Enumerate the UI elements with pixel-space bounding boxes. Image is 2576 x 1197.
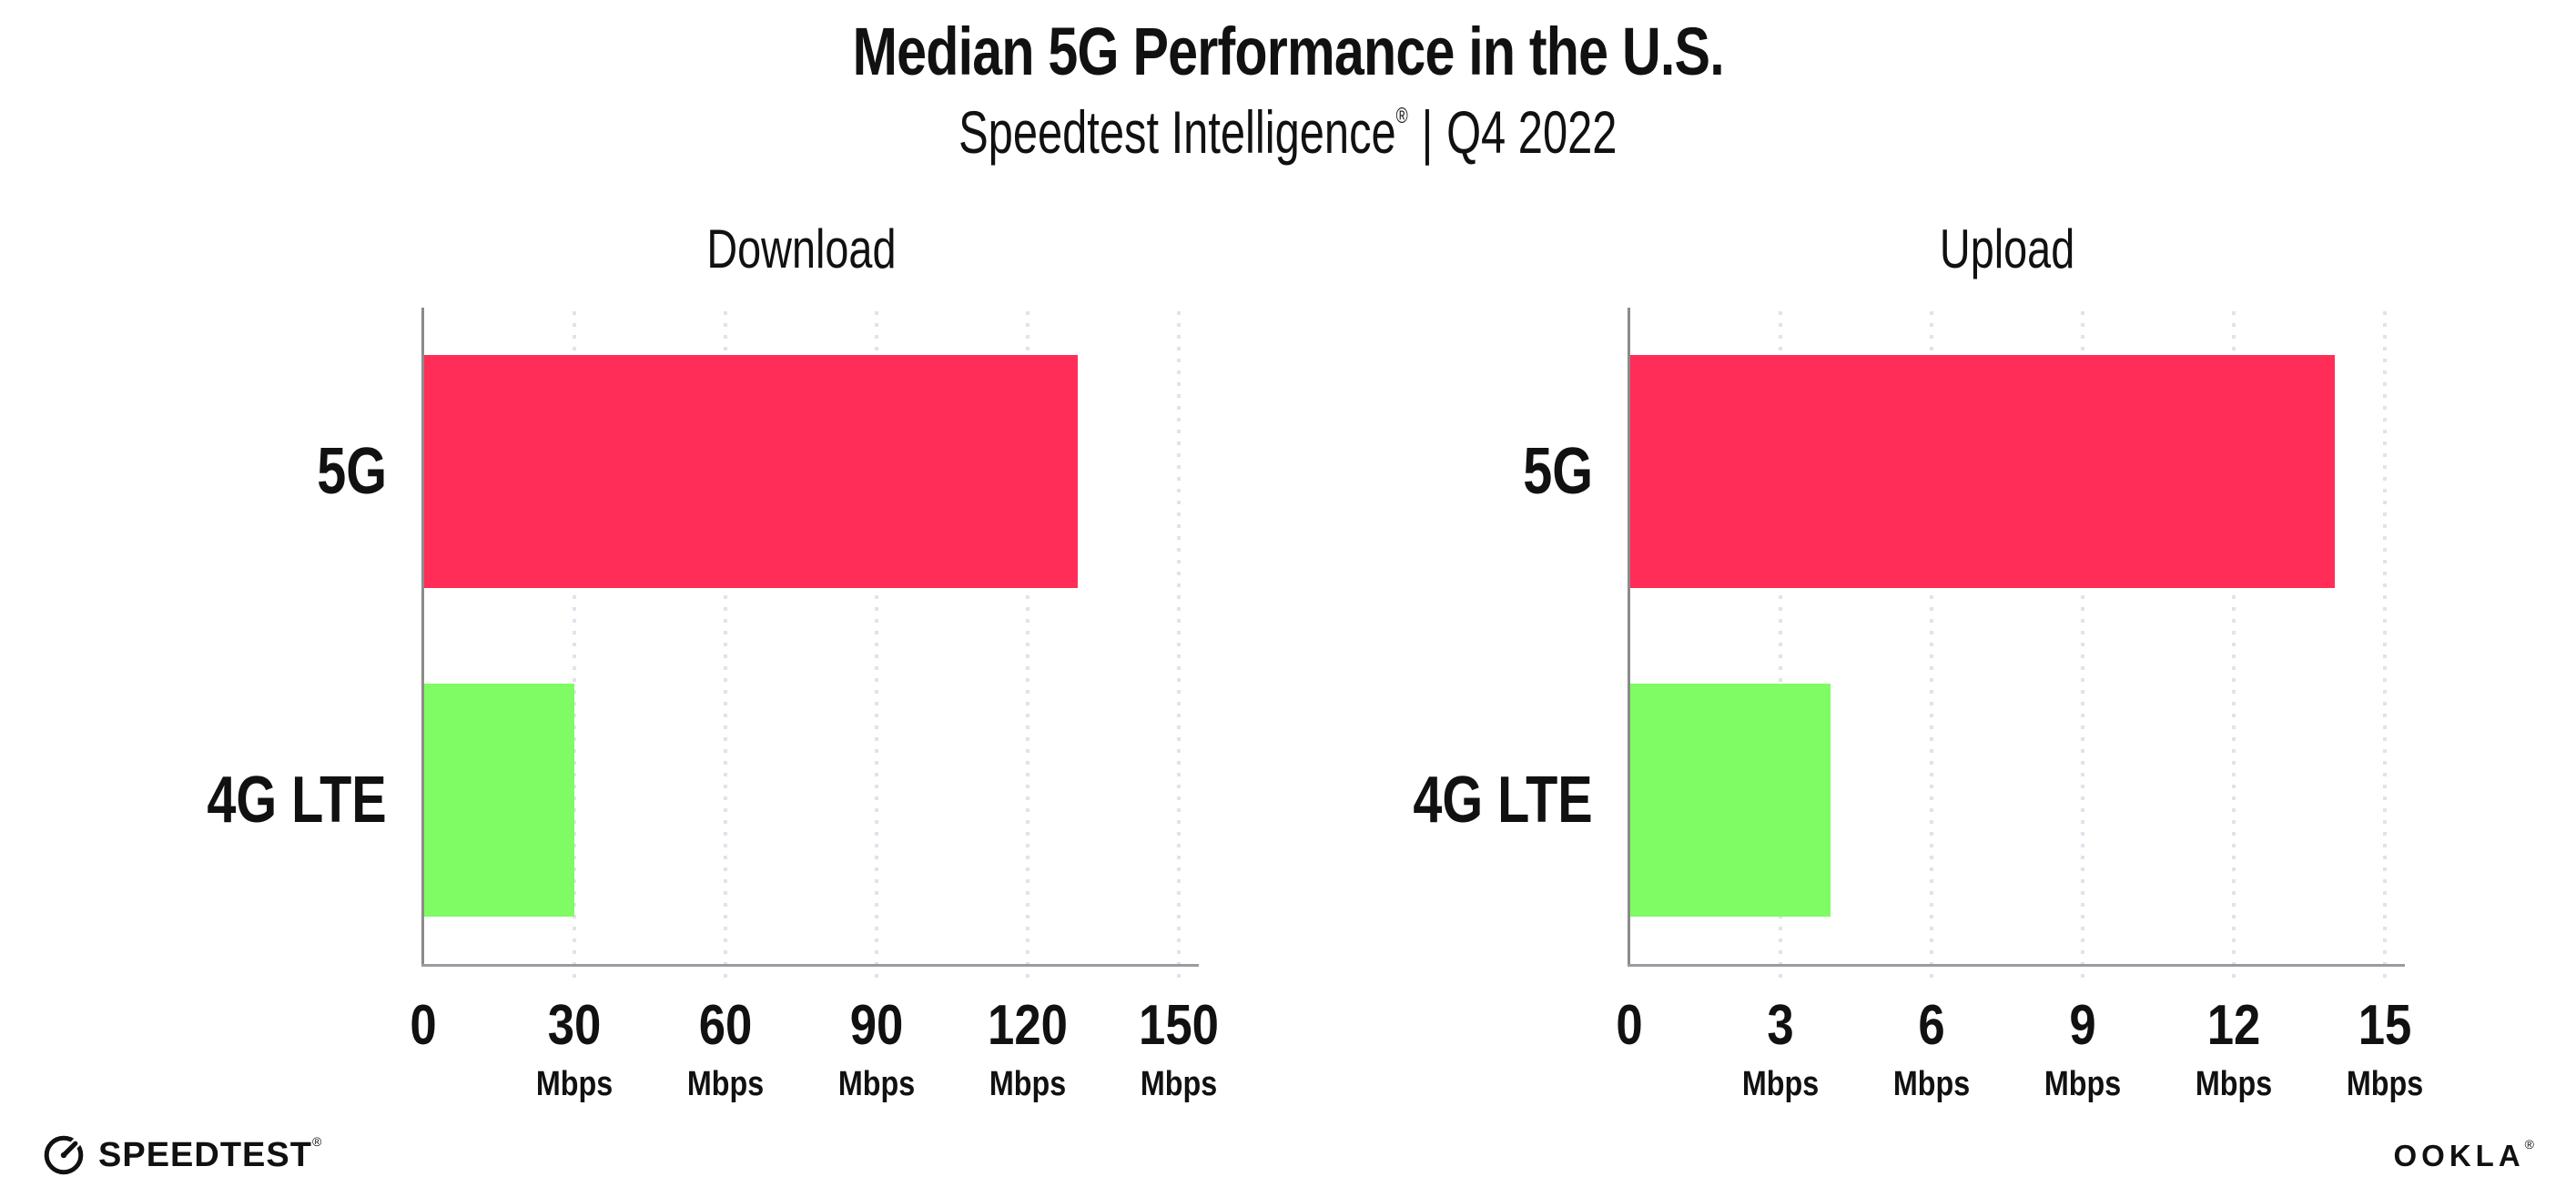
bar-4g-lte-upload (1629, 684, 1831, 918)
bar-5g-download (423, 355, 1079, 589)
x-tick-value: 150 (1139, 993, 1219, 1057)
header: Median 5G Performance in the U.S. Speedt… (0, 0, 2576, 167)
x-tick-value: 90 (849, 993, 904, 1057)
subtitle-period: Q4 2022 (1446, 97, 1618, 166)
registered-trademark-icon: ® (1395, 103, 1409, 128)
plot-area-download (421, 307, 1199, 979)
chart-body-download: 5G 4G LTE (191, 307, 1199, 979)
chart-body-upload: 5G 4G LTE (1397, 307, 2405, 979)
x-tick: 12 Mbps (2125, 993, 2343, 1103)
y-label-4g-lte: 4G LTE (1413, 764, 1593, 837)
ookla-wordmark: OOKLA (2393, 1139, 2525, 1172)
x-tick-unit: Mbps (837, 1064, 916, 1103)
plot-area-upload (1628, 307, 2405, 979)
speedtest-wordmark: SPEEDTEST (98, 1135, 312, 1174)
bar-band (423, 636, 1179, 965)
x-tick-unit: Mbps (1741, 1064, 1820, 1103)
x-tick-value: 60 (698, 993, 753, 1057)
gridline (1930, 310, 1933, 979)
trademark-icon: ® (311, 1133, 322, 1149)
x-axis-upload: 0 3 Mbps 6 Mbps 9 Mbps 12 Mbps 15 Mbps (1616, 993, 2423, 1134)
x-tick-value: 30 (547, 993, 602, 1057)
page-subtitle: Speedtest Intelligence® | Q4 2022 (0, 97, 2576, 167)
x-tick: 9 Mbps (1973, 993, 2192, 1103)
bar-bands-upload (1629, 308, 2385, 965)
chart-download: Download 5G 4G LTE 0 30 Mbps 60 Mbps 90 Mbps 12… (191, 218, 1219, 1134)
bar-band (1629, 636, 2385, 965)
gridline (2081, 310, 2084, 979)
gauge-icon (44, 1135, 84, 1175)
x-tick-value: 0 (410, 993, 437, 1057)
bar-bands-download (423, 308, 1179, 965)
gridline (2383, 310, 2387, 979)
gridline (1177, 310, 1181, 979)
gridline (573, 310, 576, 979)
gridline (1026, 310, 1029, 979)
y-axis-labels-download: 5G 4G LTE (191, 308, 423, 965)
bar-band (1629, 308, 2385, 636)
subtitle-product: Speedtest Intelligence (958, 97, 1396, 166)
x-tick: 15 Mbps (2276, 993, 2494, 1103)
y-label-4g-lte: 4G LTE (207, 764, 387, 837)
bar-4g-lte-download (423, 684, 574, 918)
x-tick-unit: Mbps (2346, 1064, 2424, 1103)
x-tick: 120 Mbps (918, 993, 1137, 1103)
chart-upload: Upload 5G 4G LTE 0 3 Mbps 6 Mbps 9 Mbps 12 Mbps 1… (1397, 218, 2424, 1134)
bar-band (423, 308, 1179, 636)
chart-title-upload: Upload (1939, 218, 2075, 279)
gridline (2232, 310, 2236, 979)
x-tick-unit: Mbps (1892, 1064, 1971, 1103)
gridline (1779, 310, 1782, 979)
x-tick-unit: Mbps (686, 1064, 765, 1103)
trademark-icon: ® (2524, 1137, 2534, 1151)
x-tick-value: 120 (988, 993, 1068, 1057)
gridline (724, 310, 727, 979)
page-title: Median 5G Performance in the U.S. (852, 14, 1724, 89)
x-tick: 30 Mbps (465, 993, 684, 1103)
y-label-5g: 5G (1523, 435, 1593, 509)
x-axis-download: 0 30 Mbps 60 Mbps 90 Mbps 120 Mbps 150 Mbps (410, 993, 1219, 1134)
x-tick-value: 3 (1767, 993, 1794, 1057)
x-tick-value: 9 (2069, 993, 2096, 1057)
chart-title-download: Download (705, 218, 897, 279)
y-axis-labels-upload: 5G 4G LTE (1397, 308, 1629, 965)
charts-row: Download 5G 4G LTE 0 30 Mbps 60 Mbps 90 Mbps 12… (0, 218, 2576, 1134)
x-tick-value: 15 (2358, 993, 2412, 1057)
x-tick: 150 Mbps (1070, 993, 1288, 1103)
y-label-5g: 5G (317, 435, 387, 509)
x-tick: 3 Mbps (1671, 993, 1890, 1103)
subtitle-separator: | (1421, 97, 1434, 166)
x-tick: 0 (1520, 993, 1739, 1057)
x-tick-unit: Mbps (2044, 1064, 2122, 1103)
x-tick-value: 6 (1918, 993, 1945, 1057)
x-tick-unit: Mbps (535, 1064, 614, 1103)
x-tick: 90 Mbps (767, 993, 986, 1103)
speedtest-logo: SPEEDTEST® (42, 1133, 321, 1177)
x-tick-unit: Mbps (2195, 1064, 2273, 1103)
gridline (875, 310, 878, 979)
bar-5g-upload (1629, 355, 2335, 589)
x-tick-value: 12 (2206, 993, 2261, 1057)
x-tick-unit: Mbps (1140, 1064, 1218, 1103)
x-tick-unit: Mbps (989, 1064, 1067, 1103)
x-tick: 0 (314, 993, 532, 1057)
x-tick-value: 0 (1616, 993, 1643, 1057)
x-tick: 6 Mbps (1822, 993, 2041, 1103)
x-tick: 60 Mbps (616, 993, 835, 1103)
ookla-logo: OOKLA® (2393, 1137, 2535, 1173)
